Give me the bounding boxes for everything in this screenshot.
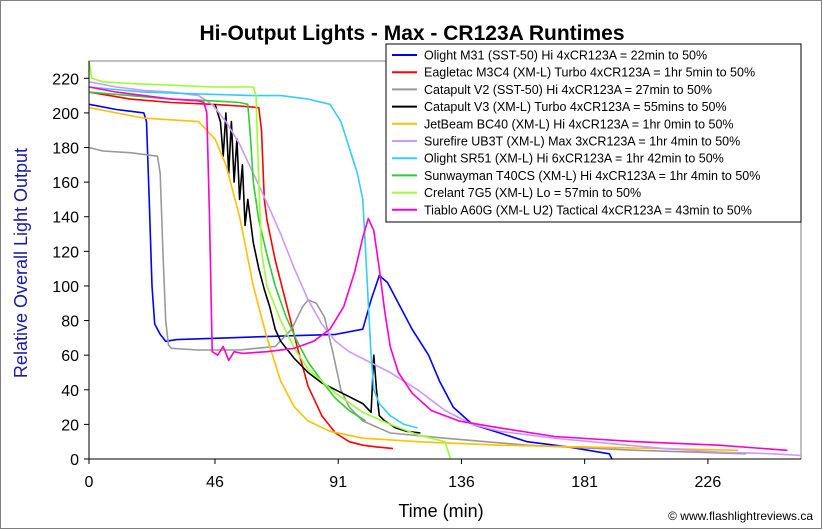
y-tick-label: 200 [52, 106, 79, 123]
legend-label: Catapult V3 (XM-L) Turbo 4xCR123A = 55mi… [424, 100, 727, 114]
y-tick-label: 140 [52, 210, 79, 227]
credit-text: © www.flashlightreviews.ca [668, 509, 813, 523]
series-line-1 [88, 103, 613, 460]
y-tick-label: 180 [52, 141, 79, 158]
y-tick-label: 120 [52, 244, 79, 261]
legend-label: Sunwayman T40CS (XM-L) Hi 4xCR123A = 1hr… [424, 169, 760, 183]
y-axis-label: Relative Overall Light Output [11, 148, 31, 378]
legend-label: Surefire UB3T (XM-L) Max 3xCR123A = 1hr … [424, 135, 740, 149]
legend: Olight M31 (SST-50) Hi 4xCR123A = 22min … [385, 43, 802, 223]
x-tick-label: 0 [85, 474, 94, 491]
legend-label: Tiablo A60G (XM-L U2) Tactical 4xCR123A … [424, 203, 752, 217]
x-tick-label: 181 [571, 474, 598, 491]
y-tick-label: 0 [70, 452, 79, 469]
y-tick-label: 220 [52, 71, 79, 88]
legend-label: Olight SR51 (XM-L) Hi 6xCR123A = 1hr 42m… [424, 152, 724, 166]
legend-label: Crelant 7G5 (XM-L) Lo = 57min to 50% [424, 186, 641, 200]
series-line-5 [88, 106, 739, 452]
y-tick-label: 80 [61, 314, 79, 331]
legend-box [385, 43, 802, 223]
series-line-9 [88, 60, 452, 460]
y-tick-label: 60 [61, 348, 79, 365]
series-line-7 [88, 86, 418, 429]
series-line-8 [88, 91, 367, 422]
x-axis-label: Time (min) [398, 501, 483, 521]
series-line-3 [88, 146, 747, 455]
legend-label: JetBeam BC40 (XM-L) Hi 4xCR123A = 1hr 0m… [424, 117, 734, 131]
legend-label: Eagletac M3C4 (XM-L) Turbo 4xCR123A = 1h… [424, 66, 755, 80]
chart-title: Hi-Output Lights - Max - CR123A Runtimes [199, 22, 624, 45]
x-tick-label: 91 [329, 474, 347, 491]
series-line-10 [88, 86, 788, 452]
x-tick-label: 46 [206, 474, 224, 491]
y-tick-label: 20 [61, 417, 79, 434]
legend-label: Catapult V2 (SST-50) Hi 4xCR123A = 27min… [424, 83, 712, 97]
y-tick-label: 40 [61, 383, 79, 400]
x-tick-label: 226 [695, 474, 722, 491]
y-tick-label: 160 [52, 175, 79, 192]
x-tick-label: 136 [448, 474, 475, 491]
legend-label: Olight M31 (SST-50) Hi 4xCR123A = 22min … [424, 49, 707, 63]
y-tick-label: 100 [52, 279, 79, 296]
